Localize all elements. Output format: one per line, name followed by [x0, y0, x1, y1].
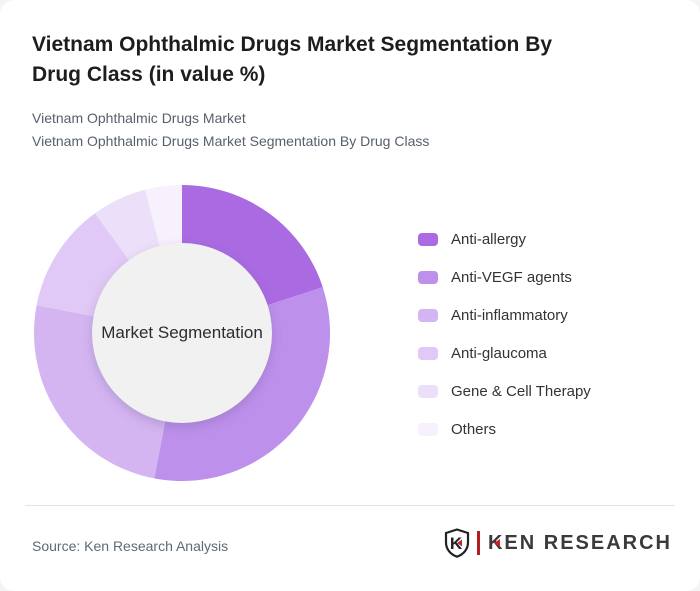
legend-item-anti-vegf-agents[interactable]: Anti-VEGF agents	[418, 268, 591, 286]
legend-item-anti-allergy[interactable]: Anti-allergy	[418, 230, 591, 248]
logo-divider-bar	[476, 531, 480, 555]
donut-center: Market Segmentation	[92, 243, 272, 423]
logo-wordmark-text: KEN RESEARCH	[487, 531, 672, 554]
legend-label: Anti-inflammatory	[451, 306, 568, 324]
legend-swatch	[418, 384, 438, 398]
legend-label: Anti-allergy	[451, 230, 527, 248]
footer-divider	[25, 505, 675, 506]
shield-k-letter: K	[450, 534, 463, 553]
legend-label: Anti-VEGF agents	[451, 268, 572, 286]
legend-item-gene-cell-therapy[interactable]: Gene & Cell Therapy	[418, 382, 591, 400]
chart-subtitle-market: Vietnam Ophthalmic Drugs Market	[32, 110, 246, 126]
donut-chart: Market Segmentation	[34, 185, 330, 481]
chart-subtitles: Vietnam Ophthalmic Drugs Market Vietnam …	[32, 107, 668, 153]
legend-label: Gene & Cell Therapy	[451, 382, 591, 400]
shield-red-arrow-icon	[457, 539, 462, 547]
chart-subtitle-segmentation: Vietnam Ophthalmic Drugs Market Segmenta…	[32, 133, 430, 149]
ken-research-logo: K KEN RESEARCH	[444, 527, 672, 559]
legend: Anti-allergy Anti-VEGF agents Anti-inflamm…	[418, 230, 591, 458]
legend-swatch	[418, 270, 438, 284]
shield-k-icon: K	[444, 528, 470, 558]
legend-item-anti-inflammatory[interactable]: Anti-inflammatory	[418, 306, 591, 324]
donut-center-label: Market Segmentation	[101, 323, 263, 342]
wordmark-red-arrow-icon	[494, 539, 501, 547]
legend-item-anti-glaucoma[interactable]: Anti-glaucoma	[418, 344, 591, 362]
legend-swatch	[418, 422, 438, 436]
legend-swatch	[418, 232, 438, 246]
legend-swatch	[418, 308, 438, 322]
source-text: Source: Ken Research Analysis	[32, 538, 229, 554]
page-title: Vietnam Ophthalmic Drugs Market Segmenta…	[32, 33, 553, 86]
legend-label: Anti-glaucoma	[451, 344, 547, 362]
legend-swatch	[418, 346, 438, 360]
logo-wordmark: KEN RESEARCH	[488, 532, 672, 555]
legend-item-others[interactable]: Others	[418, 420, 591, 438]
header: Vietnam Ophthalmic Drugs Market Segmenta…	[0, 0, 700, 153]
legend-label: Others	[451, 420, 497, 438]
